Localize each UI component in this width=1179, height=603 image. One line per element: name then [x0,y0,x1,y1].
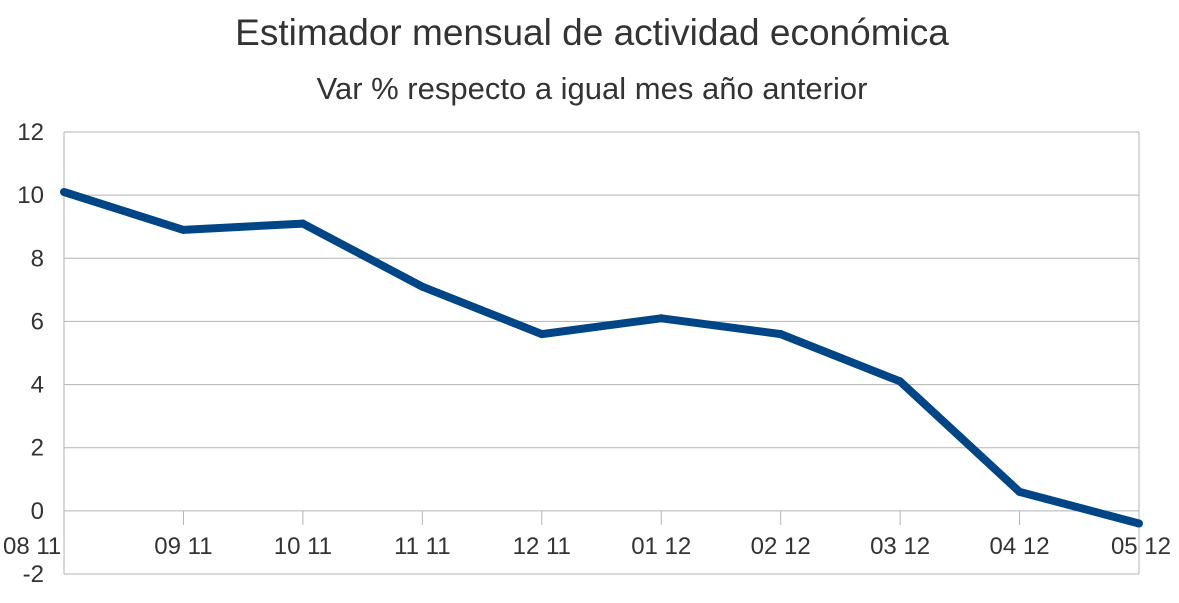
x-tick-label: 08 11 [3,533,61,560]
series-layer [60,187,1143,528]
y-tick-label: 8 [31,245,44,272]
y-tick-label: 10 [17,182,44,209]
x-tick-label: 05 12 [1111,533,1171,560]
data-point [418,282,427,291]
data-point [1135,519,1143,528]
y-tick-label: 2 [31,435,44,462]
y-tick-labels: -2 0 2 4 6 8 10 12 [17,119,44,588]
y-tick-label: 12 [17,119,44,146]
y-tick-label: 4 [31,372,44,399]
x-tick-label: 10 11 [274,533,332,560]
y-tick-label: 6 [31,308,44,335]
data-point [60,187,68,196]
axes [63,132,1140,574]
data-point [179,225,188,234]
chart-title: Estimador mensual de actividad económica [235,12,949,53]
data-point [776,330,785,339]
x-tick-label: 03 12 [870,533,930,560]
x-tick-label: 04 12 [990,533,1050,560]
x-tick-labels: 08 11 09 11 10 11 11 11 12 11 01 12 02 12 03 12… [3,533,1171,560]
x-tick-label: 11 11 [394,533,451,560]
x-tick-label: 12 11 [513,533,571,560]
data-point [537,330,546,339]
y-tick-label: 0 [31,498,44,525]
data-point [298,219,307,228]
chart-subtitle: Var % respecto a igual mes año anterior [317,71,868,106]
x-tick-label: 01 12 [631,533,691,560]
data-point [1015,487,1024,496]
grid-lines [64,131,1139,575]
data-point [657,314,666,323]
series-line-0 [62,188,1141,528]
x-tick-label: 02 12 [751,533,811,560]
y-tick-label: -2 [23,561,44,588]
x-tick-label: 09 11 [154,533,212,560]
data-point [896,377,905,386]
